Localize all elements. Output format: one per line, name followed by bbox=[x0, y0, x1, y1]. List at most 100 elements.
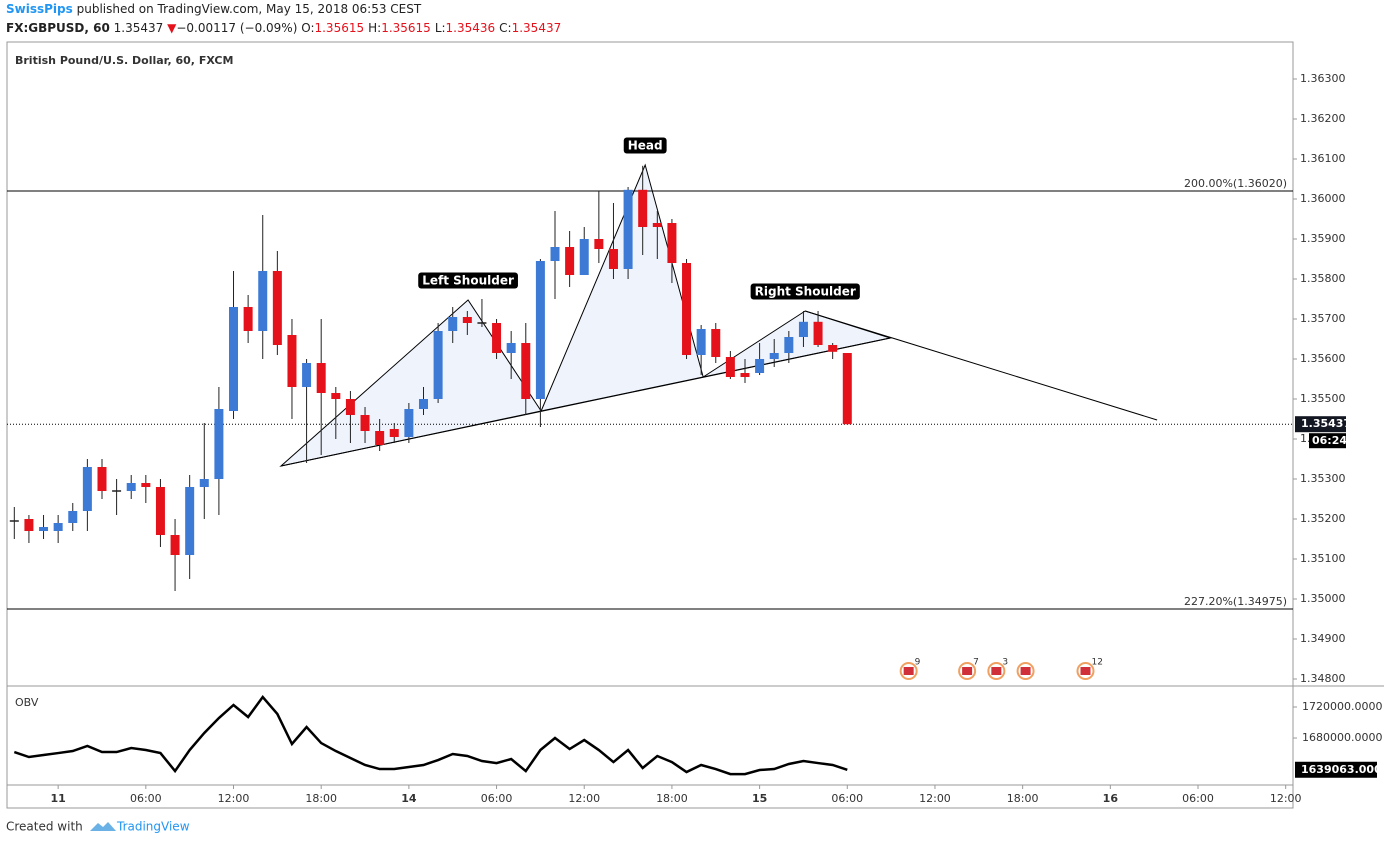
candle-body bbox=[608, 249, 618, 269]
fib-label: 227.20%(1.34975) bbox=[1184, 595, 1287, 608]
ohlc-key: C: bbox=[499, 21, 512, 35]
candle-body bbox=[638, 189, 648, 227]
candle-body bbox=[214, 409, 224, 479]
y-tick-label: 1.35800 bbox=[1300, 272, 1346, 285]
annotation-text: Left Shoulder bbox=[422, 274, 514, 288]
y-tick-label: 1.35700 bbox=[1300, 312, 1346, 325]
obv-last-box bbox=[1295, 761, 1377, 778]
annotation-box bbox=[623, 137, 667, 154]
candle-body bbox=[711, 329, 721, 357]
x-tick-label: 12:00 bbox=[1270, 792, 1302, 805]
countdown: 06:24 bbox=[1312, 434, 1347, 447]
ohlc-key: H: bbox=[368, 21, 382, 35]
last-price-box bbox=[1295, 416, 1346, 433]
event-count: 7 bbox=[973, 658, 979, 668]
x-tick-label: 12:00 bbox=[218, 792, 250, 805]
x-tick-label: 11 bbox=[50, 792, 65, 805]
annotation-text: Head bbox=[628, 139, 663, 153]
chart-title: British Pound/U.S. Dollar, 60, FXCM bbox=[15, 54, 233, 67]
candle-body bbox=[360, 415, 370, 431]
candle-body bbox=[623, 189, 633, 269]
x-tick-label: 12:00 bbox=[919, 792, 951, 805]
pattern-triangle bbox=[540, 163, 704, 412]
candle-body bbox=[389, 429, 399, 437]
x-tick-label: 16 bbox=[1103, 792, 1119, 805]
candle-body bbox=[740, 373, 750, 377]
candle-body bbox=[521, 343, 531, 399]
annotation-text: Right Shoulder bbox=[755, 285, 856, 299]
candle-body bbox=[375, 431, 385, 445]
candle-body bbox=[97, 467, 107, 491]
candle-body bbox=[813, 321, 823, 345]
candle-body bbox=[53, 523, 63, 531]
candle-body bbox=[506, 343, 516, 353]
candle-body bbox=[828, 345, 838, 352]
x-tick-label: 18:00 bbox=[305, 792, 337, 805]
ohlc-key: L: bbox=[434, 21, 446, 35]
candle-body bbox=[579, 239, 589, 275]
ohlc-value: 1.35615 bbox=[381, 21, 431, 35]
candle-body bbox=[155, 487, 165, 535]
candle-body bbox=[565, 247, 575, 275]
y-tick-label: 1680000.0000 bbox=[1302, 731, 1382, 744]
candle-body bbox=[769, 353, 779, 359]
annotation: Right Shoulder bbox=[750, 283, 860, 300]
event-flag bbox=[991, 667, 1002, 675]
annotation: Left Shoulder bbox=[418, 272, 518, 289]
candle-body bbox=[243, 307, 253, 331]
ohlc-value: 1.35615 bbox=[314, 21, 365, 35]
candle-body bbox=[287, 335, 297, 387]
x-tick-label: 14 bbox=[401, 792, 417, 805]
x-tick-label: 06:00 bbox=[831, 792, 863, 805]
candle-body bbox=[345, 399, 355, 415]
candle-body bbox=[141, 483, 151, 487]
candle-body bbox=[258, 271, 268, 331]
candle-body bbox=[594, 239, 604, 249]
x-tick-label: 18:00 bbox=[656, 792, 688, 805]
obv-title: OBV bbox=[15, 696, 39, 709]
created-with: Created with bbox=[6, 820, 83, 834]
candle-body bbox=[404, 409, 414, 437]
x-tick-label: 06:00 bbox=[481, 792, 513, 805]
annotation-box bbox=[750, 283, 860, 300]
ohlc-value: 1.35436 bbox=[445, 21, 496, 35]
brand[interactable]: TradingView bbox=[116, 820, 190, 834]
y-tick-label: 1.36100 bbox=[1300, 152, 1346, 165]
candle-body bbox=[755, 359, 765, 373]
candle-body bbox=[462, 317, 472, 323]
candle-body bbox=[798, 321, 808, 337]
candle-body bbox=[652, 223, 662, 227]
candle-body bbox=[418, 399, 428, 409]
symbol: FX:GBPUSD, 60 bbox=[6, 21, 110, 35]
y-tick-label: 1.36000 bbox=[1300, 192, 1346, 205]
published: published on TradingView.com, May 15, 20… bbox=[76, 2, 422, 16]
y-tick-label: 1.34900 bbox=[1300, 632, 1346, 645]
event-count: 12 bbox=[1091, 658, 1102, 668]
symbol-line: FX:GBPUSD, 60 1.35437 ▼−0.00117 (−0.09%)… bbox=[6, 21, 565, 35]
x-tick-label: 06:00 bbox=[1182, 792, 1214, 805]
y-tick-label: 1.35900 bbox=[1300, 232, 1346, 245]
candle-body bbox=[842, 353, 852, 425]
author[interactable]: SwissPips bbox=[6, 2, 73, 16]
candle-body bbox=[725, 357, 735, 377]
obv-line bbox=[13, 694, 848, 776]
candle-body bbox=[667, 223, 677, 263]
annotation-box bbox=[418, 272, 518, 289]
candle-body bbox=[433, 331, 443, 399]
candle-body bbox=[448, 317, 458, 331]
candle-body bbox=[302, 363, 312, 387]
last: 1.35437 bbox=[113, 21, 164, 35]
candle-body bbox=[316, 363, 326, 393]
y-tick-label: 1.36200 bbox=[1300, 112, 1346, 125]
candle-body bbox=[272, 271, 282, 345]
candle-body bbox=[229, 307, 239, 411]
event-flag bbox=[1080, 667, 1091, 675]
candle-body bbox=[682, 263, 692, 355]
event-flag bbox=[962, 667, 973, 675]
event-flag bbox=[1020, 667, 1031, 675]
x-tick-label: 15 bbox=[752, 792, 767, 805]
y-tick-label: 1.35600 bbox=[1300, 352, 1346, 365]
y-tick-label: 1.34800 bbox=[1300, 672, 1346, 685]
